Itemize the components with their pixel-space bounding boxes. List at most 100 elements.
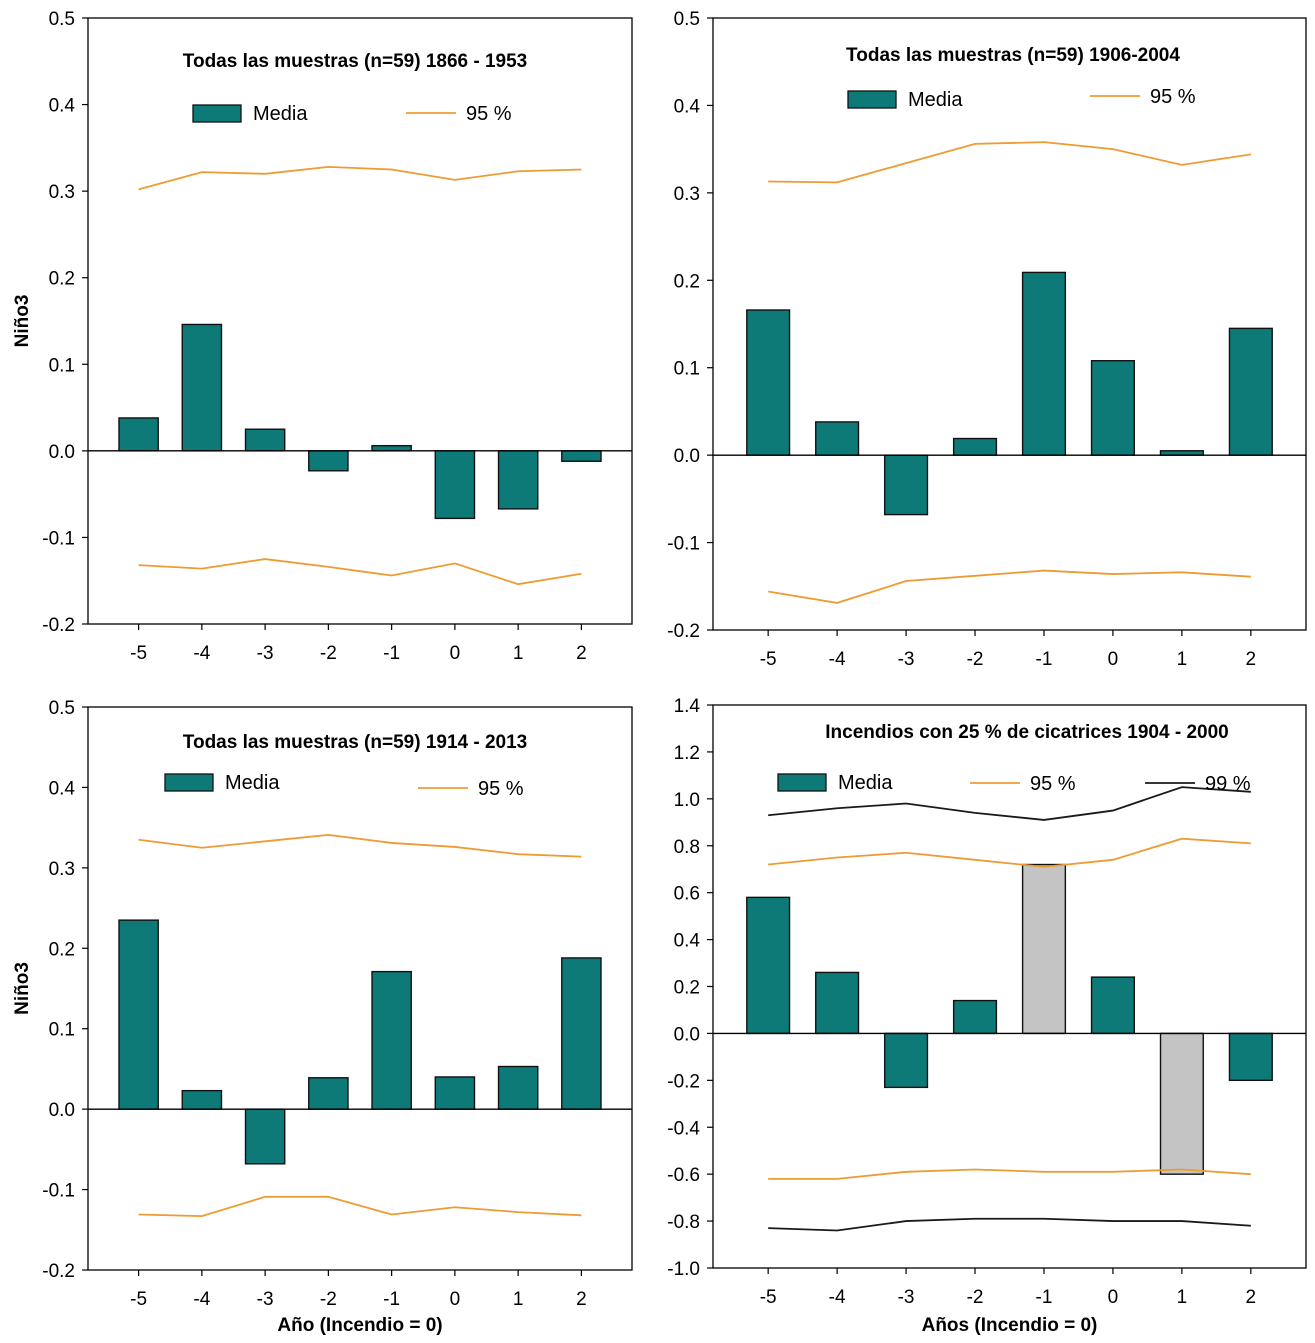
chart-title: Todas las muestras (n=59) 1866 - 1953 xyxy=(183,51,527,72)
x-tick-label: -2 xyxy=(320,643,337,664)
y-tick-label: -0.1 xyxy=(667,534,700,555)
legend-swatch-bar xyxy=(847,90,897,109)
x-tick-label: -3 xyxy=(898,1287,915,1308)
legend: Media 95 % 99 % xyxy=(777,772,1251,795)
plot-frame xyxy=(712,17,1307,631)
chart-title: Incendios con 25 % de cicatrices 1904 - … xyxy=(825,722,1228,743)
bar xyxy=(497,1065,539,1110)
bar xyxy=(118,919,159,1110)
x-tick-label: -3 xyxy=(898,649,915,670)
bar xyxy=(746,309,791,456)
bar xyxy=(815,971,860,1035)
bar xyxy=(308,450,349,472)
x-axis-title: Años (Incendio = 0) xyxy=(922,1315,1098,1336)
legend-swatch-bar xyxy=(777,773,827,792)
y-tick-label: 0.2 xyxy=(674,271,700,292)
x-tick-label: 0 xyxy=(1108,649,1119,670)
line-95 xyxy=(138,1195,582,1218)
x-tick-label: 0 xyxy=(1108,1287,1119,1308)
x-tick-label: 0 xyxy=(450,1289,461,1310)
bar xyxy=(561,450,602,462)
x-tick-label: -5 xyxy=(130,643,147,664)
y-tick-label: -0.1 xyxy=(42,1181,75,1202)
y-tick-label: 0.6 xyxy=(674,884,700,905)
x-tick-label: -5 xyxy=(130,1289,147,1310)
legend-swatch-bar xyxy=(192,104,242,123)
y-tick-label: 0.3 xyxy=(49,859,75,880)
y-tick-label: -0.1 xyxy=(42,528,75,549)
legend: Media 95 % xyxy=(192,103,512,125)
y-tick-label: 1.4 xyxy=(674,696,701,717)
y-tick-label: 0.4 xyxy=(49,778,76,799)
y-tick-label: -0.6 xyxy=(667,1165,700,1186)
y-tick-label: 0.0 xyxy=(49,1100,75,1121)
y-tick-label: 0.4 xyxy=(674,931,701,952)
y-tick-label: 1.2 xyxy=(674,743,700,764)
bar xyxy=(1021,271,1067,456)
y-tick-label: -0.2 xyxy=(667,1071,700,1092)
x-tick-label: -1 xyxy=(383,643,400,664)
x-tick-label: -1 xyxy=(1036,1287,1053,1308)
chart-panel-4: 1.4 1.2 1.0 0.8 0.6 0.4 0.2 0.0 -0.2 -0.4 -0.6 -0.8… xyxy=(667,696,1307,1336)
bar xyxy=(497,450,539,510)
x-tick-label: 1 xyxy=(1177,1287,1188,1308)
x-tick-label: -1 xyxy=(383,1289,400,1310)
legend-label: 95 % xyxy=(478,778,524,800)
y-tick-label: 0.2 xyxy=(49,269,75,290)
x-tick-label: 1 xyxy=(1177,649,1188,670)
bar xyxy=(371,444,412,452)
x-tick-label: 1 xyxy=(513,1289,524,1310)
y-axis-title: Niño3 xyxy=(12,295,33,348)
line-95 xyxy=(768,837,1251,868)
chart-panel-2: 0.5 0.4 0.3 0.2 0.1 0.0 -0.1 -0.2 -5 -4 -3 -2 -1 0 1 2 T… xyxy=(667,9,1307,670)
bar xyxy=(815,421,860,456)
bar xyxy=(883,1032,929,1089)
y-tick-label: 0.0 xyxy=(674,446,700,467)
y-tick-label: 0.5 xyxy=(49,9,75,30)
line-95 xyxy=(138,166,582,191)
x-tick-label: -5 xyxy=(760,649,777,670)
legend-label: Media xyxy=(225,772,280,794)
bar xyxy=(746,896,791,1035)
bar xyxy=(1090,976,1136,1035)
line-95 xyxy=(138,558,582,586)
y-tick-label: 0.4 xyxy=(49,96,76,117)
legend-swatch-bar xyxy=(164,773,214,792)
y-tick-label: 0.1 xyxy=(49,355,75,376)
y-tick-label: 0.0 xyxy=(49,442,75,463)
x-tick-label: -3 xyxy=(257,643,274,664)
x-tick-label: 2 xyxy=(1246,1287,1257,1308)
bar xyxy=(952,999,998,1035)
x-tick-label: 2 xyxy=(576,1289,587,1310)
x-tick-label: 2 xyxy=(576,643,587,664)
bar xyxy=(181,323,223,452)
bar xyxy=(883,454,929,516)
line-95 xyxy=(768,141,1251,184)
y-tick-label: -0.4 xyxy=(667,1118,700,1139)
bar xyxy=(1228,1032,1273,1082)
bar xyxy=(434,1076,476,1110)
legend-label: Media xyxy=(253,103,308,125)
y-tick-label: 0.2 xyxy=(49,939,75,960)
chart-panel-1: 0.5 0.4 0.3 0.2 0.1 0.0 -0.1 -0.2 -5 -4 -3 -2 -1 0 1 2 T… xyxy=(12,9,633,664)
y-tick-label: 0.5 xyxy=(49,698,75,719)
legend-label: Media xyxy=(908,89,963,111)
bar xyxy=(181,1089,223,1110)
line-95 xyxy=(768,1168,1251,1180)
legend-label: Media xyxy=(838,772,893,794)
y-tick-label: 0.5 xyxy=(674,9,700,30)
y-tick-label: 0.8 xyxy=(674,837,700,858)
bar xyxy=(244,1108,286,1165)
x-tick-label: -2 xyxy=(320,1289,337,1310)
bar xyxy=(952,437,998,456)
y-axis-title: Niño3 xyxy=(12,962,33,1015)
x-tick-label: -4 xyxy=(193,643,210,664)
legend-label: 95 % xyxy=(466,103,512,125)
legend-label: 95 % xyxy=(1150,86,1196,108)
bar xyxy=(244,428,286,452)
x-tick-label: -4 xyxy=(829,649,846,670)
y-tick-label: -1.0 xyxy=(667,1259,700,1280)
x-tick-label: -3 xyxy=(257,1289,274,1310)
x-tick-label: 1 xyxy=(513,643,524,664)
